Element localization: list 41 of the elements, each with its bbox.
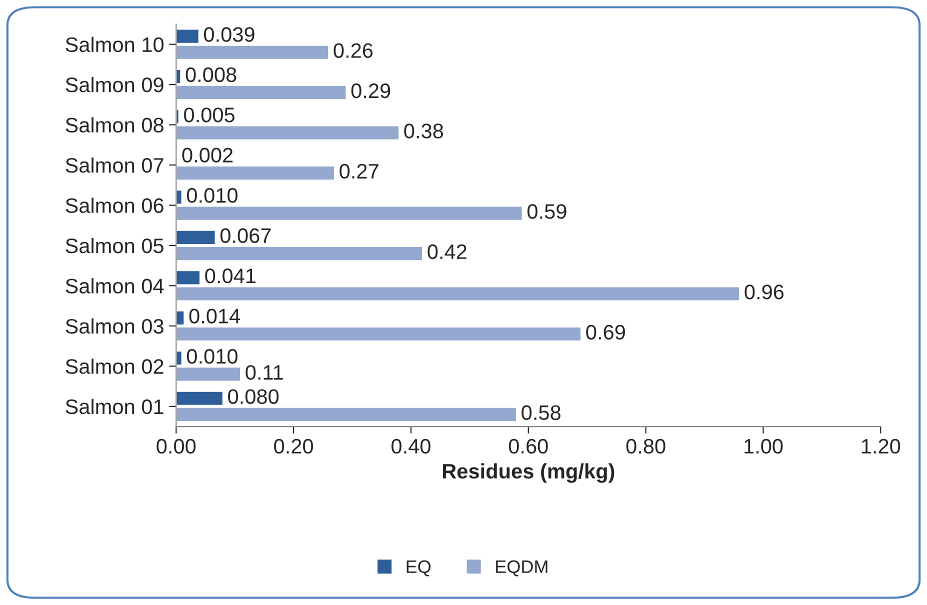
y-tick-label: Salmon 04 [66,278,164,294]
y-tick-label: Salmon 02 [66,358,164,374]
data-label: 0.002 [182,148,233,163]
bar [176,165,336,181]
legend-label: EQDM [496,560,548,576]
data-label: 0.039 [204,27,254,42]
data-label: 0.59 [528,204,566,219]
data-label: 0.58 [522,405,560,420]
data-label: 0.041 [205,268,256,284]
x-tick-label: 0.80 [626,438,666,454]
y-tick-label: Salmon 09 [66,77,164,92]
y-tick-label: Salmon 10 [66,36,164,52]
data-label: 0.42 [428,244,466,260]
x-tick-label: 1.20 [862,438,900,454]
y-tick-label: Salmon 03 [66,318,164,334]
x-axis-title: Residues (mg/kg) [442,463,614,483]
data-label: 0.005 [184,108,234,122]
data-label: 0.010 [186,348,238,364]
data-label: 0.69 [586,324,625,340]
data-label: 0.27 [340,164,378,179]
y-tick-label: Salmon 08 [66,117,164,133]
data-label: 0.29 [351,83,390,98]
x-tick-label: 1.00 [744,438,783,454]
y-tick-label: Salmon 07 [66,157,164,173]
data-label: 0.067 [220,228,271,244]
legend-label: EQ [406,560,431,576]
data-label: 0.010 [186,188,238,203]
x-tick-label: 0.20 [274,438,314,454]
x-tick-label: 0.60 [508,438,548,454]
data-label: 0.38 [404,124,444,138]
y-tick-label: Salmon 01 [66,398,164,414]
data-label: 0.96 [744,284,784,300]
data-label: 0.014 [189,308,240,324]
data-label: 0.008 [186,67,236,82]
data-label: 0.11 [246,365,283,380]
x-tick-label: 0.40 [392,438,430,454]
x-tick-label: 0.00 [156,438,196,454]
data-label: 0.26 [334,43,373,58]
y-tick-label: Salmon 05 [66,238,164,254]
y-tick-label: Salmon 06 [66,198,164,213]
data-label: 0.080 [228,389,279,404]
